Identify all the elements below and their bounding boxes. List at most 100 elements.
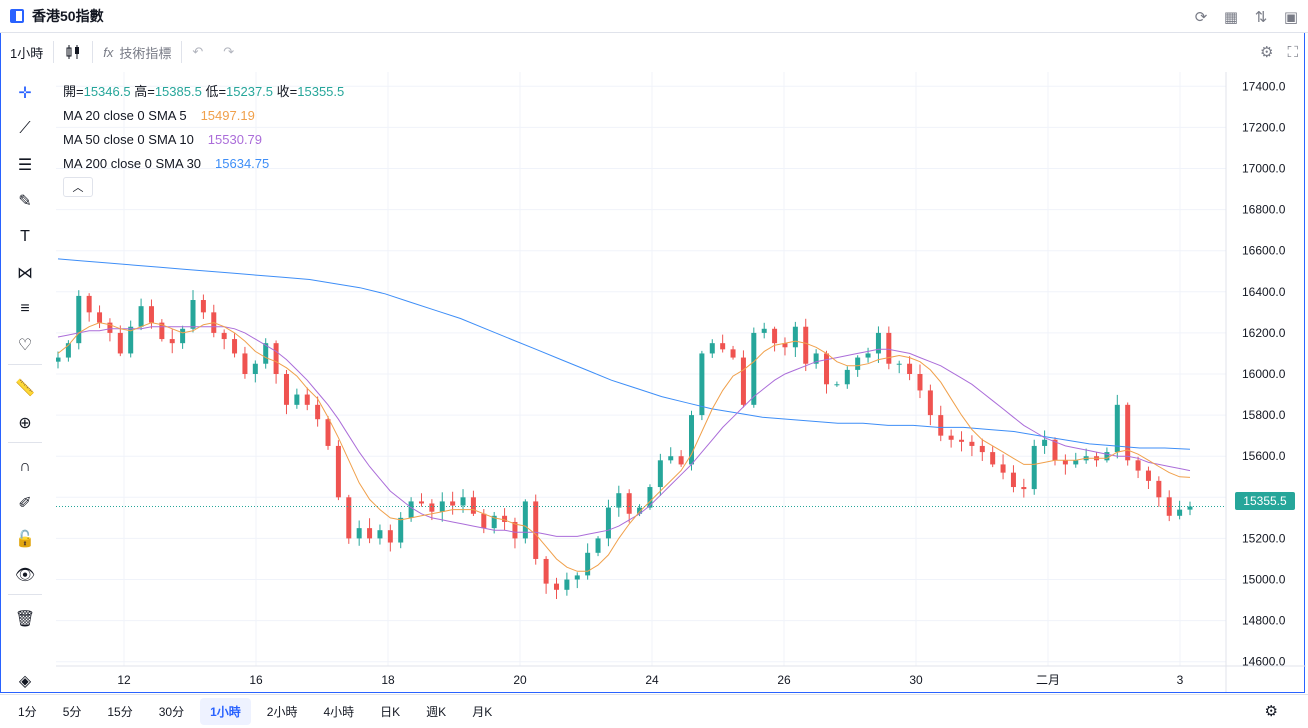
x-tick-label: 12 [117, 673, 131, 687]
toolbar-divider [92, 41, 94, 63]
price-chart[interactable]: 17400.0 17200.0 17000.0 16800.0 16600.0 16400… [56, 72, 1306, 692]
fullscreen-icon[interactable]: ⛶ [1287, 43, 1298, 61]
pattern-icon[interactable]: ⋈ [17, 265, 33, 282]
ma200-line [57, 258, 1191, 450]
candle-body [86, 295, 92, 313]
redo-button[interactable]: ↷ [213, 34, 244, 70]
timeframe-2[interactable]: 15分 [107, 705, 133, 719]
trash-icon[interactable]: 🗑 [14, 611, 36, 628]
zoom-in-icon[interactable]: ⊕ [18, 415, 32, 432]
x-tick-label: 18 [381, 673, 395, 687]
heart-icon[interactable]: ♡ [17, 337, 33, 354]
candle-body [990, 452, 996, 465]
timeframe-7[interactable]: 日K [380, 705, 401, 719]
candle-body [751, 332, 757, 405]
y-tick-label: 16400.0 [1242, 285, 1286, 299]
candle-body [294, 394, 300, 405]
layers-icon[interactable]: ◈ [18, 673, 32, 690]
lock-icon[interactable]: 🔓 [15, 531, 35, 548]
window-titlebar: 香港50指數 ⟳ ▦ ⇅ ▣ [0, 0, 1308, 33]
candle-body [97, 312, 103, 323]
eye-icon[interactable]: 👁 [14, 567, 36, 584]
ma200-legend[interactable]: MA 200 close 0 SMA 30 15634.75 [63, 152, 344, 176]
timeframe-settings-icon[interactable]: ⚙ [1264, 703, 1278, 720]
candle-body [512, 521, 518, 539]
candle-body [865, 353, 871, 358]
lock-drawing-icon[interactable]: ✐ [18, 495, 32, 512]
timeframe-8[interactable]: 週K [426, 705, 447, 719]
y-tick-label: 15800.0 [1242, 408, 1286, 422]
timeframe-3[interactable]: 30分 [158, 705, 185, 719]
settings-gear-icon[interactable]: ⚙ [1260, 44, 1274, 61]
undo-button[interactable]: ↶ [182, 34, 213, 70]
timeframe-4[interactable]: 1小時 [200, 698, 251, 725]
candle-body [803, 326, 809, 364]
candle-body [979, 445, 985, 453]
candle-body [138, 306, 144, 327]
indicators-button[interactable]: fx 技術指標 [93, 34, 181, 70]
chart-type-button[interactable] [54, 34, 92, 70]
ma20-legend[interactable]: MA 20 close 0 SMA 5 15497.19 [63, 104, 344, 128]
horizontal-lines-icon[interactable]: ☰ [17, 157, 33, 174]
y-tick-label: 15600.0 [1242, 449, 1286, 463]
candle-body [356, 528, 362, 539]
candle-body [948, 435, 954, 440]
timeframe-5[interactable]: 2小時 [266, 705, 298, 719]
y-tick-label: 16600.0 [1242, 244, 1286, 258]
candle-body [927, 390, 933, 416]
candle-body [792, 326, 798, 348]
candle-body [242, 353, 248, 374]
sort-icon[interactable]: ⇅ [1254, 9, 1268, 26]
candle-body [668, 456, 674, 461]
refresh-icon[interactable]: ⟳ [1194, 9, 1208, 26]
candle-body [553, 583, 559, 590]
grid-layout-icon[interactable]: ▦ [1223, 9, 1239, 26]
candle-body [65, 343, 71, 358]
projection-icon[interactable]: ≡ [20, 300, 30, 317]
x-tick-label: 20 [513, 673, 527, 687]
candle-body [1073, 460, 1079, 465]
candle-body [855, 357, 861, 370]
candle-body [1145, 470, 1151, 481]
candle-body [1135, 460, 1141, 471]
candle-body [1104, 452, 1110, 461]
candle-body [325, 419, 331, 446]
tool-divider [8, 364, 42, 365]
close-value: 15355.5 [297, 84, 345, 99]
ma50-legend[interactable]: MA 50 close 0 SMA 10 15530.79 [63, 128, 344, 152]
tool-divider [8, 442, 42, 443]
timeframe-6[interactable]: 4小時 [323, 705, 355, 719]
candle-body [616, 493, 622, 508]
y-tick-label: 16800.0 [1242, 203, 1286, 217]
interval-button[interactable]: 1小時 [0, 34, 53, 70]
timeframe-0[interactable]: 1分 [18, 705, 37, 719]
candle-body [1031, 445, 1037, 490]
candle-body [699, 353, 705, 416]
candle-body [720, 343, 726, 350]
undo-icon: ↶ [192, 44, 204, 59]
candle-body [1187, 506, 1193, 510]
candle-body [533, 501, 539, 559]
sidebar-toggle-icon[interactable] [10, 9, 24, 23]
chart-frame [0, 33, 1305, 693]
ruler-icon[interactable]: 📏 [15, 380, 35, 397]
chart-legend: 開=15346.5 高=15385.5 低=15237.5 收=15355.5 … [63, 80, 344, 176]
crosshair-icon[interactable]: ✛ [18, 85, 32, 102]
panel-right-icon[interactable]: ▣ [1283, 9, 1299, 26]
y-tick-label: 17000.0 [1242, 161, 1286, 175]
legend-collapse-button[interactable]: ︿ [63, 177, 93, 197]
y-tick-label: 17200.0 [1242, 120, 1286, 134]
brush-icon[interactable]: ✎ [18, 193, 32, 210]
magnet-icon[interactable]: ∩ [19, 458, 31, 475]
timeframe-9[interactable]: 月K [472, 705, 493, 719]
ohlc-row: 開=15346.5 高=15385.5 低=15237.5 收=15355.5 [63, 80, 344, 104]
open-value: 15346.5 [83, 84, 131, 99]
candle-body [56, 357, 61, 362]
timeframe-1[interactable]: 5分 [62, 705, 82, 719]
candle-body [740, 357, 746, 405]
candle-body [605, 507, 611, 539]
candle-body [896, 363, 902, 365]
text-icon[interactable]: T [20, 228, 30, 245]
trend-line-icon[interactable]: ⟋ [19, 120, 31, 137]
study-label: MA 50 close 0 SMA 10 [63, 132, 194, 147]
